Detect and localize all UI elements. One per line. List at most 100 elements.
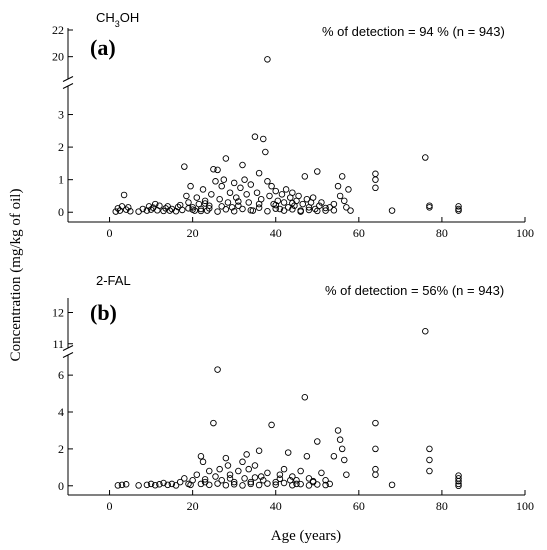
data-point	[197, 205, 205, 213]
data-point	[455, 207, 462, 214]
data-point	[426, 456, 433, 464]
data-point	[220, 176, 228, 183]
x-tick-label: 20	[187, 226, 199, 240]
data-point	[183, 192, 190, 200]
data-point	[309, 194, 317, 201]
data-point	[289, 481, 296, 489]
y-tick-label: 12	[52, 306, 64, 320]
data-point	[147, 206, 155, 213]
data-point	[272, 187, 279, 195]
x-tick-label: 40	[270, 499, 282, 513]
data-point	[341, 456, 348, 464]
data-point	[251, 474, 259, 481]
data-point	[247, 181, 255, 188]
data-point	[336, 436, 344, 443]
data-point	[206, 467, 213, 475]
data-point	[330, 453, 338, 460]
y-tick-label: 2	[58, 442, 64, 456]
x-tick-label: 40	[270, 226, 282, 240]
data-point	[297, 467, 304, 475]
data-point	[455, 482, 462, 490]
data-point	[264, 469, 271, 477]
data-point	[388, 207, 396, 214]
data-point	[426, 445, 433, 453]
data-point	[455, 203, 462, 210]
data-point	[230, 481, 238, 488]
axes-b	[62, 298, 525, 496]
y-axis-label: Concentration (mg/kg of oil)	[8, 189, 24, 362]
data-point	[268, 182, 275, 190]
data-point	[197, 453, 205, 460]
x-tick-label: 60	[353, 499, 365, 513]
data-point	[214, 480, 221, 487]
data-point	[160, 479, 167, 487]
data-point	[255, 200, 263, 208]
data-point	[297, 208, 304, 215]
data-point	[210, 419, 217, 427]
data-point	[255, 204, 263, 211]
x-ticks-a: 0 20 40 60 80 100	[107, 217, 534, 240]
data-point	[295, 192, 302, 200]
y-tick-label: 6	[58, 368, 64, 382]
data-point	[289, 473, 296, 480]
data-point	[455, 480, 462, 488]
detection-annotation-b: % of detection = 56% (n = 943)	[325, 283, 504, 298]
data-point	[199, 186, 207, 193]
data-point	[322, 204, 329, 212]
x-tick-label: 0	[107, 499, 113, 513]
lower-y-ticks-a: 0 1 2 3	[58, 108, 73, 219]
data-point	[226, 475, 234, 482]
data-point	[164, 481, 171, 489]
x-tick-label: 60	[353, 226, 365, 240]
data-point	[168, 480, 176, 488]
data-point	[278, 191, 286, 198]
data-point	[230, 208, 238, 215]
data-point	[112, 208, 120, 215]
axis-break-mark	[62, 83, 74, 89]
data-point	[193, 194, 201, 201]
data-point	[255, 481, 263, 489]
y-tick-label: 22	[52, 23, 64, 37]
data-point	[264, 208, 271, 215]
points-b	[114, 328, 462, 490]
data-point	[199, 458, 207, 466]
data-point	[222, 481, 230, 489]
data-point	[264, 480, 271, 487]
data-point	[230, 179, 238, 187]
data-point	[222, 454, 230, 462]
data-point	[241, 176, 248, 183]
data-point	[330, 207, 338, 214]
data-point	[284, 449, 292, 456]
data-point	[268, 421, 275, 429]
data-point	[212, 473, 219, 480]
data-point	[388, 481, 396, 489]
panel-label-a: (a)	[90, 35, 116, 60]
data-point	[347, 207, 354, 214]
data-point	[299, 200, 306, 208]
data-point	[322, 476, 329, 484]
data-point	[245, 199, 252, 206]
data-point	[262, 148, 269, 156]
y-tick-label: 4	[58, 405, 64, 419]
y-tick-label: 1	[58, 173, 64, 187]
data-point	[235, 467, 242, 475]
data-point	[206, 481, 213, 489]
data-point	[143, 481, 151, 489]
data-point	[251, 133, 259, 140]
data-point	[124, 204, 132, 211]
x-axis-label: Age (years)	[271, 528, 341, 544]
data-point	[135, 482, 142, 489]
panel-b: 2-FAL (b) % of detection = 56% (n = 943)…	[52, 273, 534, 513]
data-point	[151, 200, 159, 208]
data-point	[120, 191, 128, 199]
data-point	[255, 169, 263, 177]
data-point	[201, 197, 209, 205]
data-point	[372, 176, 379, 183]
data-point	[235, 198, 242, 205]
data-point	[372, 465, 379, 473]
x-tick-label: 100	[516, 499, 534, 513]
data-point	[239, 458, 246, 466]
data-point	[233, 194, 240, 201]
data-point	[426, 204, 433, 211]
